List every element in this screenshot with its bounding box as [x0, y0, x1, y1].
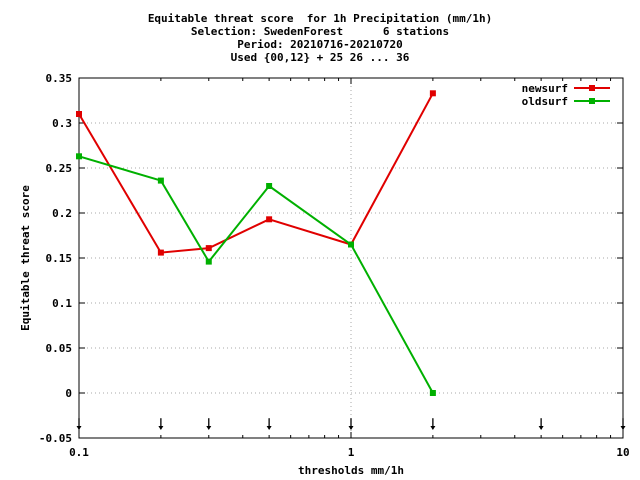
data-point-oldsurf: [157, 177, 164, 184]
y-tick-label: 0.15: [46, 252, 73, 265]
y-tick-label: 0.1: [52, 297, 72, 310]
data-point-oldsurf: [348, 241, 354, 248]
data-point-newsurf: [157, 249, 164, 256]
legend-label-oldsurf: oldsurf: [522, 95, 568, 108]
series-line-newsurf: [78, 92, 434, 254]
threshold-marker-arrow: [76, 426, 82, 430]
threshold-marker-arrow: [266, 426, 272, 430]
data-point-newsurf: [76, 111, 82, 117]
threshold-marker-arrow: [538, 426, 544, 430]
x-tick-label: 1: [348, 446, 355, 459]
grid-lines: [79, 78, 623, 438]
x-tick-label: 10: [616, 446, 629, 459]
threshold-marker-arrow: [348, 426, 354, 430]
data-point-newsurf: [429, 90, 436, 97]
y-tick-label: 0.05: [46, 342, 73, 355]
legend-marker-oldsurf: [589, 98, 595, 104]
axis-ticks: -0.05 0 0.05 0.1 0.15 0.2 0.25 0.3 0.35 0.1 1 10: [39, 72, 630, 459]
y-tick-label: 0: [65, 387, 72, 400]
legend-marker-newsurf: [589, 85, 595, 91]
threshold-marker-arrow: [620, 426, 626, 430]
y-tick-label: 0.2: [52, 207, 72, 220]
threshold-markers: [76, 418, 626, 430]
series-line-oldsurf: [78, 155, 434, 394]
data-point-oldsurf: [205, 258, 212, 265]
y-tick-label: -0.05: [39, 432, 72, 445]
threshold-marker-arrow: [206, 426, 212, 430]
x-tick-label: 0.1: [69, 446, 89, 459]
threshold-marker-arrow: [158, 426, 164, 430]
chart-title-line-3: Period: 20210716-20210720: [237, 38, 403, 51]
y-tick-label: 0.3: [52, 117, 72, 130]
chart-title-line-4: Used {00,12} + 25 26 ... 36: [230, 51, 410, 64]
chart-title-line-2: Selection: SwedenForest 6 stations: [190, 25, 450, 38]
y-tick-label: 0.25: [46, 162, 73, 175]
data-point-oldsurf: [76, 153, 82, 160]
series-group: [76, 90, 436, 396]
data-point-newsurf: [205, 245, 212, 252]
y-axis-label: Equitable threat score: [19, 185, 32, 331]
data-point-oldsurf: [429, 390, 436, 396]
threshold-marker-arrow: [430, 426, 436, 430]
legend-label-newsurf: newsurf: [522, 82, 568, 95]
chart-title-line-1: Equitable threat score for 1h Precipitat…: [147, 12, 493, 25]
y-tick-label: 0.35: [46, 72, 73, 85]
x-axis-label: thresholds mm/1h: [298, 464, 404, 477]
data-point-newsurf: [266, 216, 273, 223]
data-point-oldsurf: [266, 183, 273, 189]
